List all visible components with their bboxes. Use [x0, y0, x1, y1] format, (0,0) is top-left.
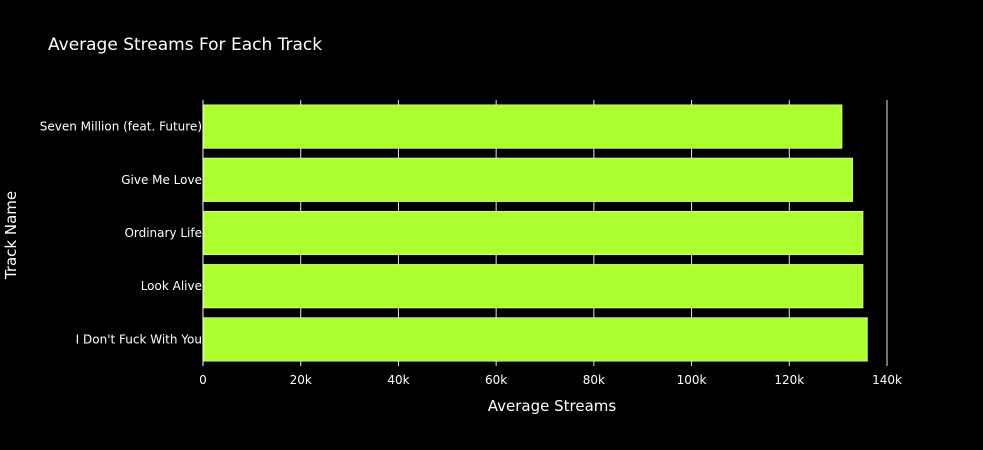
- y-tick-label: I Don't Fuck With You: [76, 332, 202, 346]
- bar[interactable]: [202, 157, 854, 202]
- bar[interactable]: [202, 210, 864, 256]
- x-tick-label: 140k: [872, 373, 902, 387]
- x-tick-label: 0: [199, 373, 207, 387]
- x-tick-label: 80k: [583, 373, 605, 387]
- x-axis-ticks: 0 20k 40k 60k 80k 100k 120k 140k: [199, 373, 902, 387]
- x-tick-label: 120k: [774, 373, 804, 387]
- x-tick-label: 20k: [290, 373, 312, 387]
- y-tick-label: Give Me Love: [121, 173, 202, 187]
- x-axis-title: Average Streams: [488, 397, 617, 415]
- y-tick-label: Seven Million (feat. Future): [40, 120, 202, 134]
- chart-title: Average Streams For Each Track: [48, 35, 322, 55]
- bar[interactable]: [202, 104, 843, 149]
- x-tick-label: 100k: [677, 373, 707, 387]
- x-tick-label: 40k: [387, 373, 409, 387]
- x-tick-label: 60k: [485, 373, 507, 387]
- bar[interactable]: [202, 317, 868, 362]
- bar[interactable]: [202, 264, 864, 309]
- y-tick-label: Look Alive: [141, 279, 202, 293]
- y-axis-title: Track Name: [2, 191, 20, 280]
- y-tick-label: Ordinary Life: [124, 226, 202, 240]
- bars: [202, 104, 868, 362]
- y-axis-ticks: I Don't Fuck With You Look Alive Ordinary …: [40, 120, 202, 347]
